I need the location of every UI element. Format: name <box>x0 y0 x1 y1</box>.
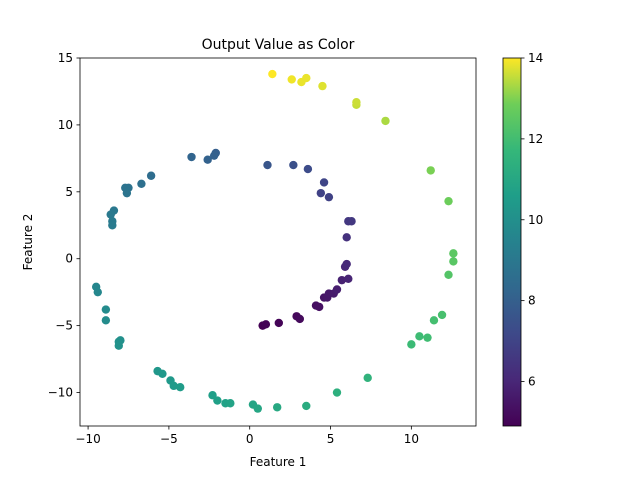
scatter-point <box>449 249 458 258</box>
scatter-point <box>187 152 196 162</box>
scatter-point <box>268 69 277 79</box>
scatter-point <box>146 171 156 180</box>
scatter-point <box>93 287 102 297</box>
scatter-point <box>213 396 222 405</box>
scatter-point <box>208 391 217 400</box>
colorbar-gradient <box>503 58 521 426</box>
scatter-point <box>137 179 146 188</box>
points-layer <box>91 69 458 413</box>
scatter-point <box>302 401 311 411</box>
scatter-point <box>415 332 424 341</box>
scatter-point <box>344 274 353 283</box>
x-tick-label: −10 <box>75 432 100 446</box>
scatter-point <box>303 164 313 174</box>
scatter-point <box>295 314 305 324</box>
scatter-point <box>347 217 356 226</box>
x-tick-label: 5 <box>327 432 335 446</box>
scatter-point <box>342 259 351 269</box>
colorbar-tick-label: 10 <box>528 213 543 227</box>
scatter-point <box>274 318 284 328</box>
plot-area: −10 −5 0 5 10 −10 −5 0 5 10 15 <box>48 51 477 446</box>
scatter-point <box>114 341 123 350</box>
y-tick-label: −5 <box>55 319 73 333</box>
colorbar-ticks: 6 8 10 12 14 <box>521 51 543 389</box>
scatter-point <box>101 316 111 325</box>
x-tick-label: 10 <box>404 432 419 446</box>
scatter-point <box>315 302 324 312</box>
colorbar: 6 8 10 12 14 <box>502 51 543 427</box>
y-tick-label: 5 <box>65 185 73 199</box>
scatter-point <box>263 160 272 170</box>
scatter-point <box>101 305 111 314</box>
scatter-point <box>429 316 439 325</box>
scatter-point <box>158 369 167 379</box>
scatter-point <box>426 166 435 175</box>
scatter-point <box>449 257 458 266</box>
scatter-point <box>122 188 132 198</box>
plot-frame <box>79 57 477 427</box>
scatter-point <box>324 192 334 202</box>
scatter-point <box>381 116 390 126</box>
colorbar-tick-label: 14 <box>528 51 543 65</box>
y-tick-label: −10 <box>48 386 73 400</box>
y-axis-ticks: −10 −5 0 5 10 15 <box>48 51 80 400</box>
y-axis-label: Feature 2 <box>21 214 35 271</box>
colorbar-tick-label: 12 <box>528 132 543 146</box>
y-tick-label: 10 <box>58 118 73 132</box>
scatter-point <box>209 151 219 160</box>
scatter-point <box>203 155 212 164</box>
scatter-point <box>407 340 416 349</box>
x-axis-label: Feature 1 <box>250 455 307 469</box>
colorbar-tick-label: 6 <box>528 375 536 389</box>
scatter-point <box>319 178 329 187</box>
scatter-point <box>332 285 342 294</box>
scatter-point <box>337 275 347 285</box>
scatter-point <box>226 399 235 408</box>
scatter-point <box>287 75 296 84</box>
scatter-point <box>253 404 262 413</box>
scatter-point <box>106 210 115 219</box>
scatter-point <box>261 320 271 329</box>
scatter-point <box>108 221 117 230</box>
scatter-point <box>316 188 326 198</box>
scatter-point <box>444 196 453 206</box>
chart-title: Output Value as Color <box>202 37 355 53</box>
scatter-point <box>289 160 298 170</box>
scatter-point <box>423 333 432 342</box>
scatter-point <box>272 403 282 412</box>
scatter-point <box>363 373 372 383</box>
colorbar-tick-label: 8 <box>528 294 536 308</box>
scatter-point <box>437 310 447 320</box>
x-axis-ticks: −10 −5 0 5 10 <box>75 426 419 446</box>
scatter-point <box>444 270 453 279</box>
scatter-point <box>176 382 185 392</box>
scatter-point <box>352 97 361 107</box>
scatter-point <box>332 388 342 397</box>
scatter-point <box>169 381 178 391</box>
y-tick-label: 15 <box>58 51 73 65</box>
scatter-point <box>342 233 351 242</box>
x-tick-label: 0 <box>246 432 254 446</box>
scatter-point <box>297 77 306 87</box>
x-tick-label: −5 <box>160 432 178 446</box>
scatter-point <box>318 81 327 91</box>
y-tick-label: 0 <box>65 252 73 266</box>
colorbar-frame <box>502 57 522 427</box>
